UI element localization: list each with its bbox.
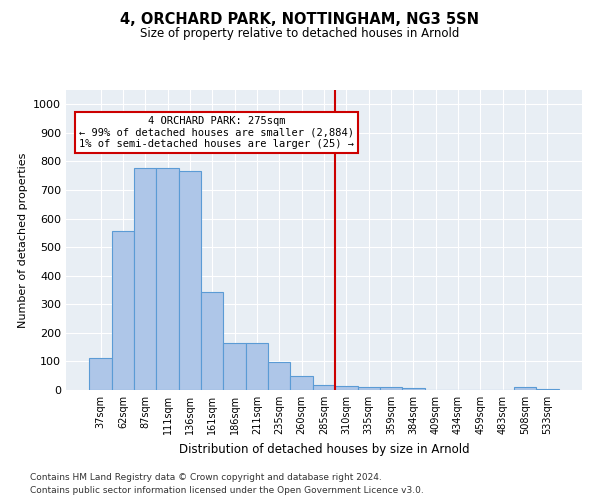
Text: Contains public sector information licensed under the Open Government Licence v3: Contains public sector information licen… [30, 486, 424, 495]
Bar [335, 386, 358, 390]
Text: 4, ORCHARD PARK, NOTTINGHAM, NG3 5SN: 4, ORCHARD PARK, NOTTINGHAM, NG3 5SN [121, 12, 479, 28]
Bar [157, 168, 179, 390]
Text: Size of property relative to detached houses in Arnold: Size of property relative to detached ho… [140, 28, 460, 40]
Bar [179, 170, 201, 390]
Bar [358, 387, 380, 390]
Bar [290, 376, 313, 390]
Bar [134, 168, 157, 390]
Bar [201, 292, 223, 390]
Bar [246, 344, 268, 390]
Bar [268, 362, 290, 390]
Text: Contains HM Land Registry data © Crown copyright and database right 2024.: Contains HM Land Registry data © Crown c… [30, 472, 382, 482]
Bar [380, 387, 402, 390]
Y-axis label: Number of detached properties: Number of detached properties [17, 152, 28, 328]
Bar [313, 385, 335, 390]
Bar [223, 344, 246, 390]
Bar [89, 358, 112, 390]
Bar [402, 388, 425, 390]
Text: Distribution of detached houses by size in Arnold: Distribution of detached houses by size … [179, 442, 469, 456]
Bar [514, 387, 536, 390]
Bar [536, 388, 559, 390]
Text: 4 ORCHARD PARK: 275sqm
← 99% of detached houses are smaller (2,884)
1% of semi-d: 4 ORCHARD PARK: 275sqm ← 99% of detached… [79, 116, 354, 149]
Bar [112, 231, 134, 390]
